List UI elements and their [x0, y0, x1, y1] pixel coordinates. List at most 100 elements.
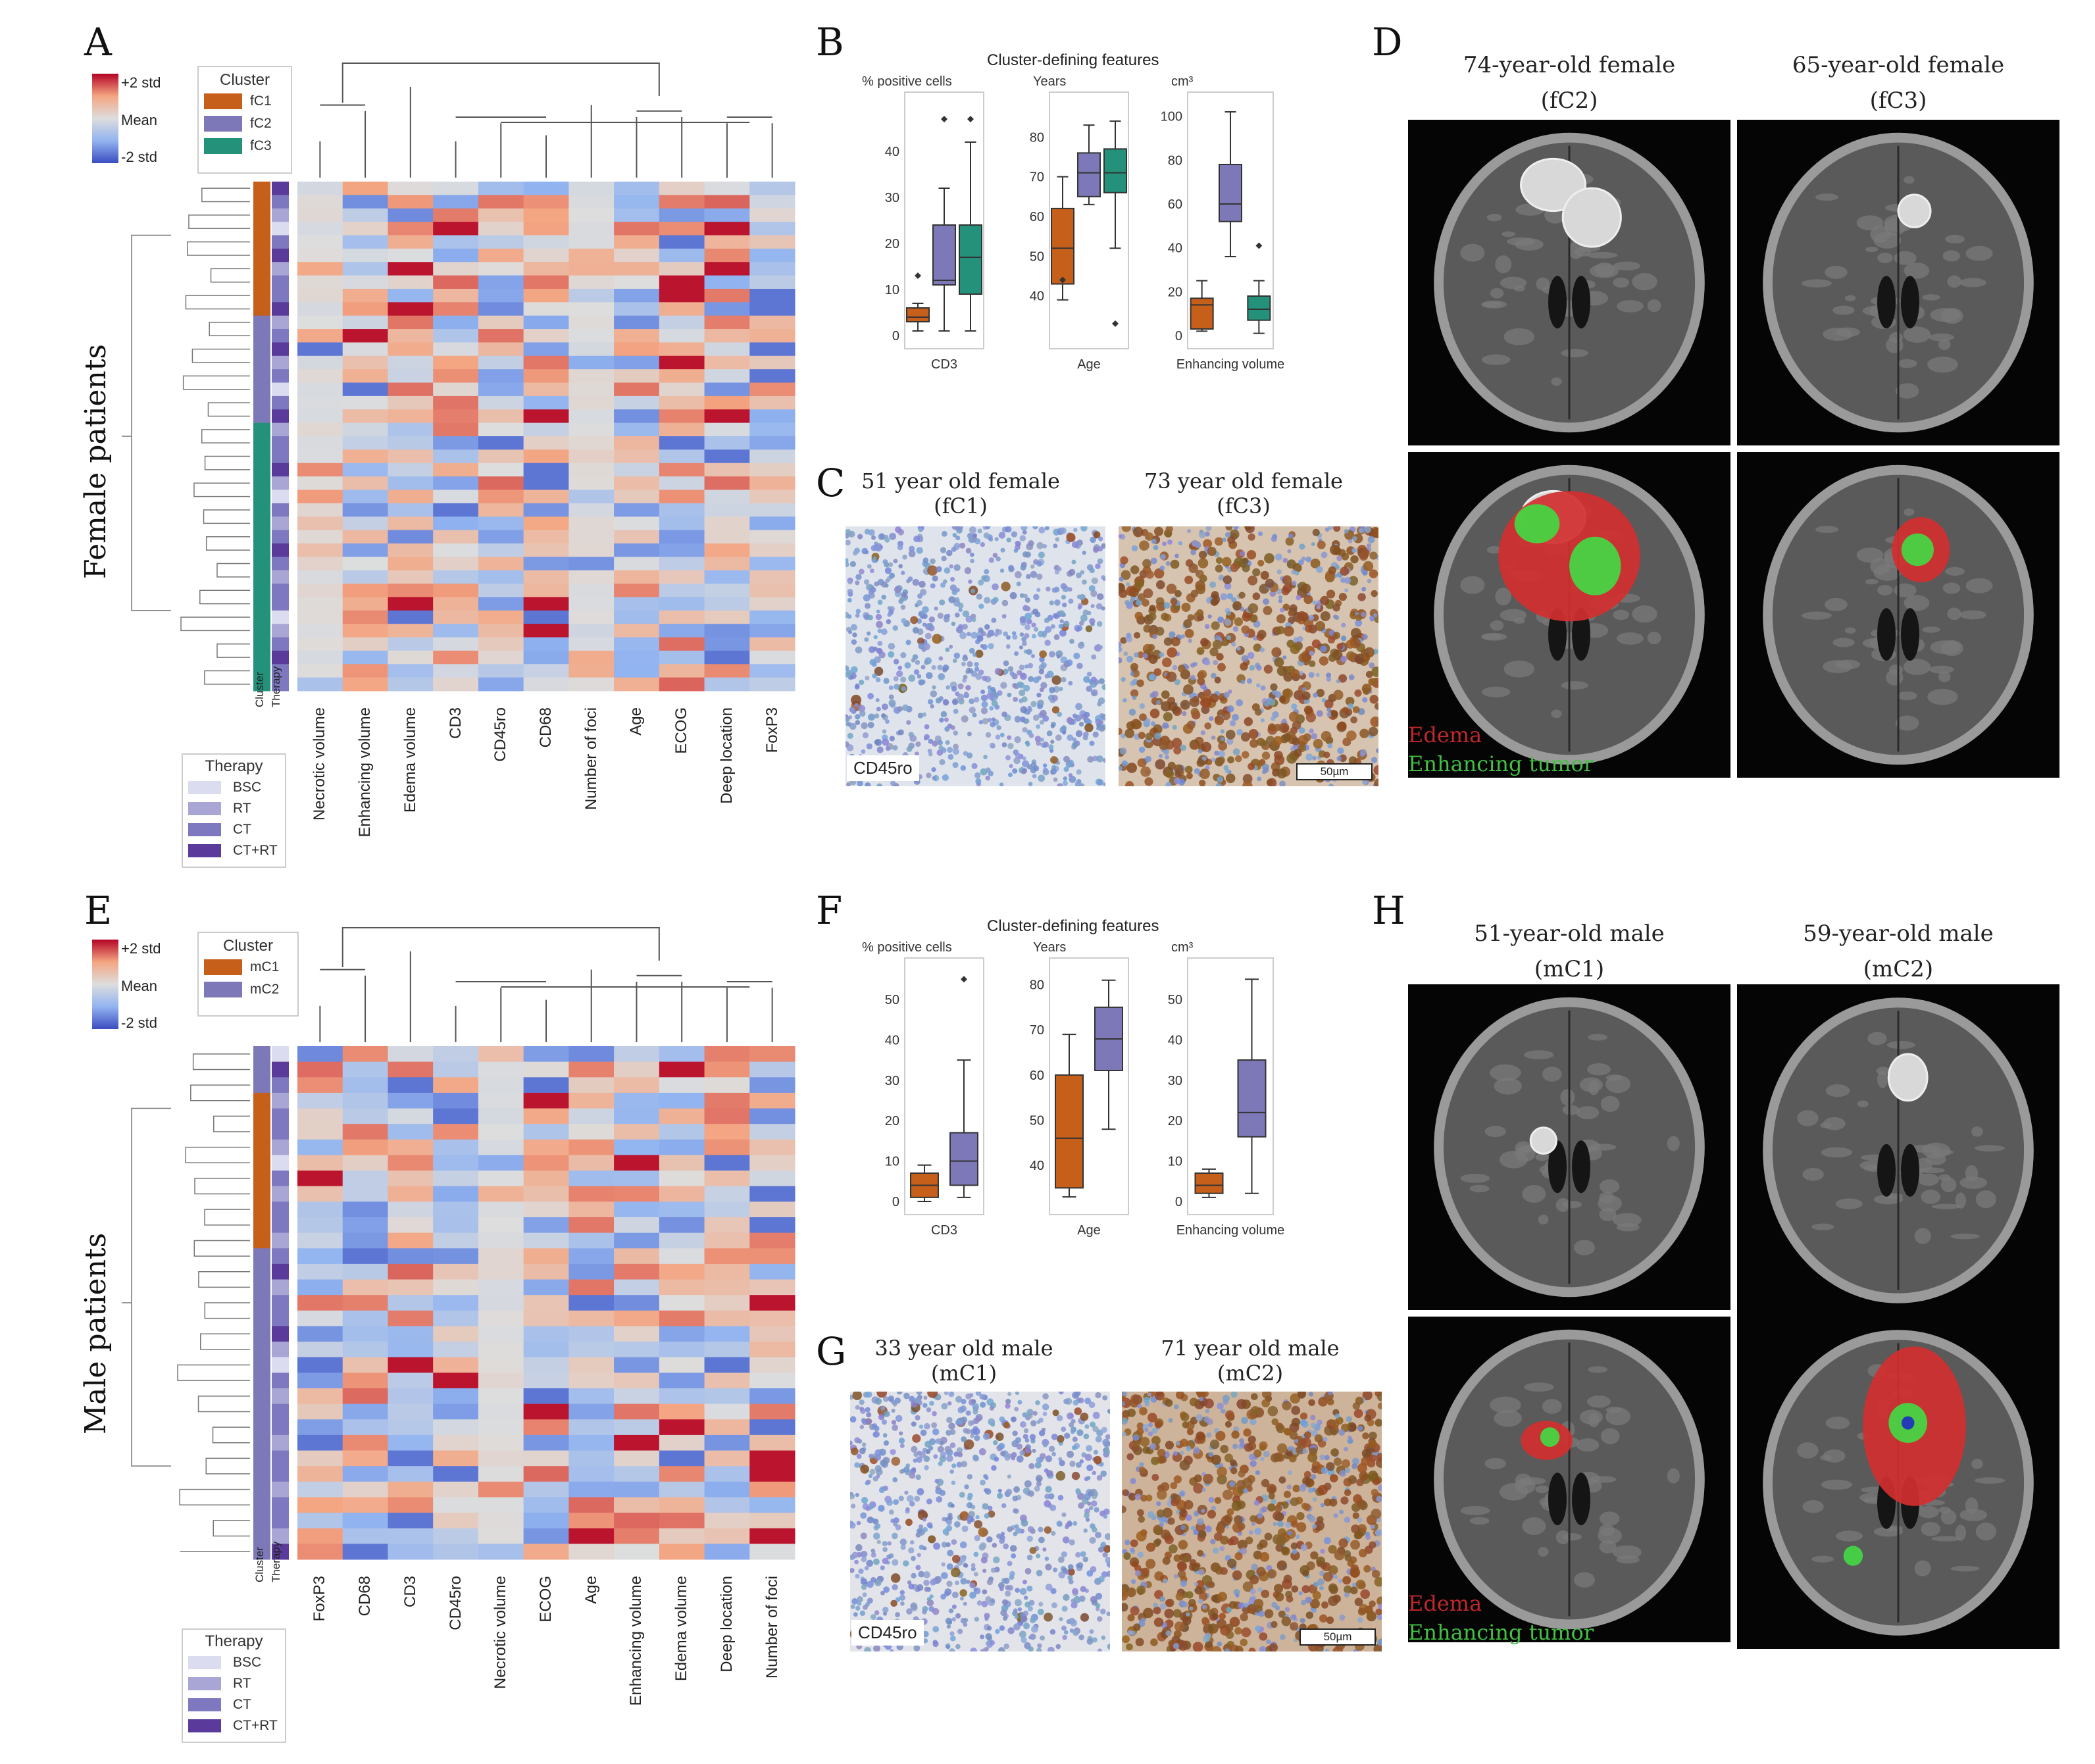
heatmap-cell	[568, 543, 615, 557]
gyrus	[1647, 632, 1661, 645]
heatmap-cell	[478, 1419, 524, 1436]
dendrogram-branch	[209, 322, 250, 336]
nucleus	[959, 1541, 967, 1549]
nucleus	[1085, 1517, 1090, 1522]
cluster-strip-cell	[253, 530, 270, 544]
heatmap-cell	[342, 610, 388, 624]
heatmap-cell	[342, 1092, 388, 1109]
heatmap-cell	[568, 248, 615, 263]
heatmap-cell	[342, 1046, 388, 1063]
heatmap-cell	[614, 1279, 660, 1296]
nucleus	[1001, 711, 1007, 718]
nucleus	[906, 579, 911, 584]
nucleus	[930, 690, 938, 697]
nucleus	[1315, 672, 1320, 677]
stained-cell	[1329, 1474, 1338, 1482]
heatmap-cell	[568, 275, 615, 290]
cluster-strip-cell	[253, 463, 270, 477]
dendrogram-branch	[199, 590, 250, 605]
nucleus	[966, 1580, 971, 1584]
heatmap-cell	[568, 195, 615, 209]
tick-label: 40	[885, 1033, 899, 1047]
cluster-strip-cell	[253, 1326, 270, 1342]
nucleus	[1311, 1430, 1318, 1437]
heatmap-cell	[433, 1092, 479, 1109]
nucleus	[1086, 1476, 1091, 1480]
heatmap-cell	[523, 624, 569, 638]
stained-cell	[1290, 643, 1300, 655]
heatmap-cell	[433, 1342, 479, 1358]
heatmap-cell	[342, 1108, 388, 1124]
nucleus	[1007, 1526, 1013, 1532]
nucleus	[920, 1429, 927, 1436]
nucleus	[890, 780, 896, 786]
stained-cell	[1282, 733, 1292, 742]
nucleus	[1305, 753, 1313, 761]
heatmap-cell	[614, 409, 660, 424]
heatmap-cell	[614, 1310, 660, 1326]
stained-cell	[1159, 1455, 1167, 1464]
heatmap-cell	[342, 329, 388, 343]
stained-cell	[1308, 1399, 1315, 1407]
gyrus	[1481, 686, 1511, 697]
box-mC2	[949, 1132, 978, 1186]
stained-cell	[1355, 614, 1363, 621]
nucleus	[1333, 1513, 1338, 1519]
heatmap-cell	[388, 422, 434, 437]
heatmap-cell	[749, 1326, 795, 1342]
nucleus	[869, 1469, 876, 1475]
nucleus	[926, 1498, 932, 1505]
nucleus	[1336, 679, 1340, 684]
nucleus	[1049, 1504, 1057, 1511]
nucleus	[1210, 1538, 1216, 1545]
nucleus	[859, 710, 866, 717]
nucleus	[918, 642, 925, 649]
stained-cell	[1153, 1606, 1161, 1615]
nucleus	[1015, 1527, 1022, 1534]
nucleus	[1014, 651, 1019, 656]
therapy-strip-cell	[272, 1310, 289, 1326]
nucleus	[1307, 1487, 1313, 1494]
nucleus	[860, 1532, 867, 1540]
nucleus	[1371, 757, 1378, 763]
nucleus	[1087, 1501, 1092, 1506]
heatmap-cell	[342, 1373, 388, 1389]
therapy-strip-cell	[272, 369, 289, 384]
nucleus	[985, 1596, 992, 1603]
heatmap-cell	[704, 222, 750, 236]
heatmap-cell	[478, 1201, 524, 1218]
heatmap-cell	[388, 382, 434, 397]
nucleus	[1068, 680, 1073, 686]
cluster-strip-cell	[253, 1497, 270, 1513]
heatmap-cell	[704, 288, 750, 303]
heatmap-cell	[297, 1232, 343, 1249]
heatmap-cell	[388, 235, 434, 249]
stained-cell	[1184, 575, 1194, 584]
nucleus	[1038, 1417, 1044, 1423]
nucleus	[1057, 711, 1063, 717]
nucleus	[1196, 1518, 1204, 1526]
heatmap-cell	[659, 490, 705, 504]
nucleus	[1301, 1448, 1308, 1454]
stained-cell	[1288, 1454, 1297, 1463]
nucleus	[1011, 631, 1017, 636]
heatmap-cell	[388, 1201, 434, 1218]
nucleus	[915, 1474, 921, 1480]
nucleus	[1320, 1503, 1325, 1507]
stained-cell	[1296, 1511, 1305, 1521]
nucleus	[951, 1539, 957, 1545]
nucleus	[1186, 528, 1192, 534]
stained-cell	[1211, 1613, 1219, 1620]
stained-cell	[1237, 1540, 1248, 1550]
heatmap-cell	[523, 449, 569, 464]
stained-cell	[1084, 723, 1094, 732]
nucleus	[953, 1451, 959, 1457]
heatmap-cell	[568, 1061, 615, 1078]
nucleus	[986, 692, 994, 699]
box-whisker	[1109, 120, 1121, 249]
heatmap-cell	[568, 1497, 615, 1513]
heatmap-cell	[568, 1077, 615, 1094]
heatmap-cell	[523, 1201, 569, 1218]
stained-cell	[1302, 1476, 1311, 1486]
heatmap-cell	[749, 610, 795, 624]
